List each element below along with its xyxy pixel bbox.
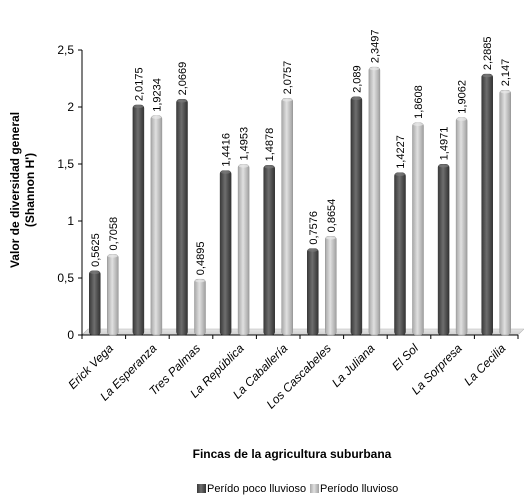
data-label-lluvioso-1: 1,9234 (151, 78, 163, 112)
legend-label-series-1: Perído poco lluvioso (207, 483, 306, 495)
data-label-poco-lluvioso-6: 2,089 (351, 65, 363, 93)
bar-lluvioso-4 (281, 98, 293, 336)
y-tick-label: 0,5 (57, 271, 74, 285)
data-label-poco-lluvioso-7: 1,4227 (395, 135, 407, 169)
bar-lluvioso-8 (455, 117, 468, 336)
bar-lluvioso-3 (237, 164, 250, 336)
legend-swatch-series-1 (197, 484, 206, 493)
data-label-poco-lluvioso-1: 2,0175 (133, 67, 145, 101)
x-tick-label-9: La Cecilia (461, 341, 508, 388)
bar-poco-lluvioso-7 (394, 172, 406, 336)
x-axis-title: Fincas de la agricultura suburbana (193, 447, 392, 461)
bar-lluvioso-2 (194, 278, 206, 336)
data-label-lluvioso-6: 2,3497 (369, 29, 381, 63)
bar-lluvioso-9 (499, 89, 511, 336)
legend-swatch-series-2 (310, 484, 319, 493)
bar-poco-lluvioso-5 (307, 248, 319, 336)
data-label-lluvioso-2: 0,4895 (195, 242, 207, 276)
x-tick-label-7: El Sol (389, 341, 421, 373)
bar-poco-lluvioso-2 (176, 99, 188, 336)
data-label-lluvioso-3: 1,4953 (239, 127, 251, 161)
data-label-lluvioso-9: 2,147 (500, 59, 512, 87)
data-label-lluvioso-8: 1,9062 (457, 80, 469, 114)
data-label-poco-lluvioso-9: 2,2885 (482, 36, 494, 70)
data-label-poco-lluvioso-5: 0,7576 (308, 211, 320, 245)
bar-lluvioso-1 (150, 115, 163, 336)
y-axis-title-line1: Valor de diversidad general (8, 112, 22, 268)
bar-lluvioso-7 (412, 122, 424, 336)
bar-lluvioso-5 (325, 236, 337, 336)
y-axis-title-line2: (Shannon H') (23, 153, 37, 227)
legend-label-series-2: Período lluvioso (320, 483, 398, 495)
bar-lluvioso-6 (368, 66, 381, 336)
bar-poco-lluvioso-0 (89, 270, 101, 336)
data-label-poco-lluvioso-0: 0,5625 (90, 233, 102, 267)
data-label-lluvioso-7: 1,8608 (413, 85, 425, 119)
data-label-lluvioso-0: 0,7058 (108, 217, 120, 251)
data-label-poco-lluvioso-8: 1,4971 (439, 127, 451, 161)
bar-poco-lluvioso-8 (437, 164, 450, 336)
x-tick-label-6: La Juliana (329, 341, 378, 390)
y-tick-label: 1 (67, 214, 74, 228)
bar-poco-lluvioso-6 (350, 96, 363, 336)
data-label-poco-lluvioso-2: 2,0669 (177, 62, 189, 96)
bar-poco-lluvioso-1 (132, 104, 145, 336)
legend: Perído poco lluvioso Período lluvioso (197, 483, 398, 495)
data-label-poco-lluvioso-3: 1,4416 (221, 133, 233, 167)
y-tick-label: 0 (67, 328, 74, 342)
y-tick-label: 2 (67, 100, 74, 114)
bar-poco-lluvioso-4 (263, 165, 275, 336)
data-label-poco-lluvioso-4: 1,4878 (264, 128, 276, 162)
y-tick-label: 2,5 (57, 43, 74, 57)
bar-lluvioso-0 (107, 254, 119, 336)
data-label-lluvioso-4: 2,0757 (282, 61, 294, 95)
bar-poco-lluvioso-3 (219, 170, 232, 336)
y-tick-label: 1,5 (57, 157, 74, 171)
data-label-lluvioso-5: 0,8654 (326, 199, 338, 233)
bar-poco-lluvioso-9 (481, 73, 493, 336)
